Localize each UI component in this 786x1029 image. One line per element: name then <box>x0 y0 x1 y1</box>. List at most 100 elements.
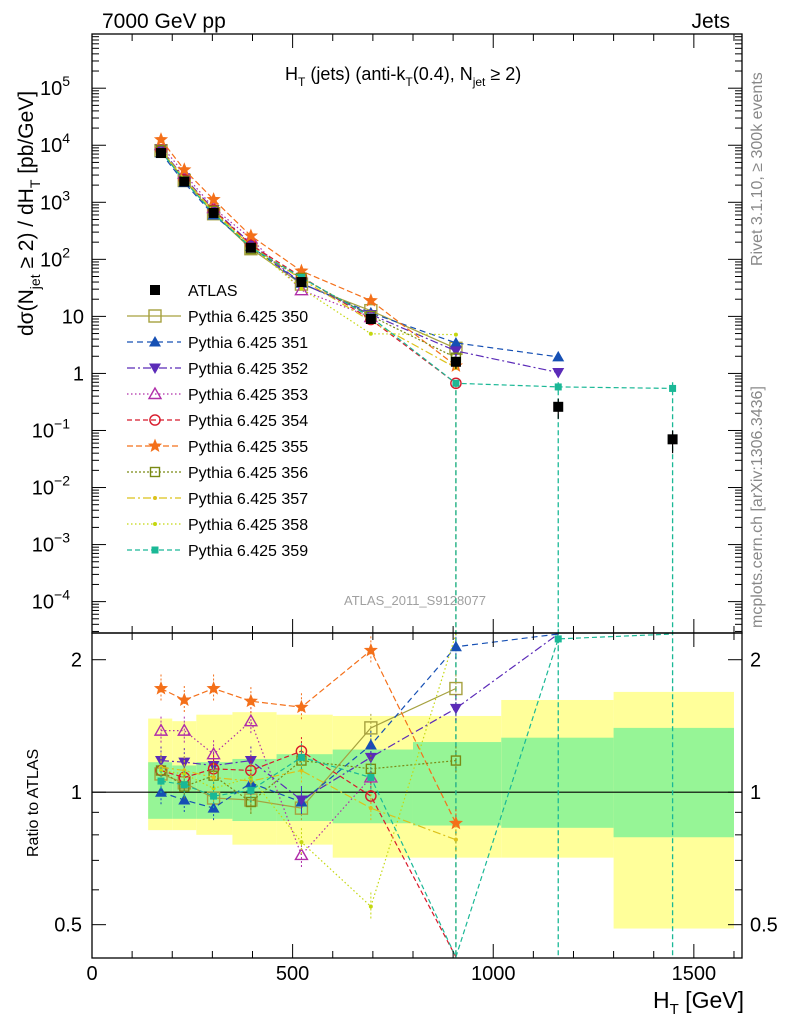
y-tick-exponent: 5 <box>62 73 70 89</box>
marker-square <box>157 777 165 785</box>
atlas-data-point <box>156 148 167 159</box>
mcplots-label: mcplots.cern.ch [arXiv:1306.3436] <box>749 386 766 628</box>
ratio-tick-label-right: 2 <box>750 650 761 672</box>
atlas-layer <box>156 148 678 454</box>
marker-star <box>294 699 309 714</box>
y-tick-base: 10 <box>40 78 62 100</box>
y-tick-label: 10−3 <box>32 530 70 557</box>
series-line-ratio-2 <box>160 633 559 801</box>
marker-triangle-open <box>147 386 163 400</box>
marker-dot <box>159 768 164 773</box>
marker-dot <box>299 840 304 845</box>
marker-dot <box>299 768 304 773</box>
y-axis-label: dσ(Njet ≥ 2) / dHT [pb/GeV] <box>15 91 43 336</box>
legend-entry: Pythia 6.425 353 <box>127 386 308 404</box>
y-tick-label: 102 <box>40 244 70 271</box>
marker-star <box>177 162 192 176</box>
marker-square-open <box>364 721 378 735</box>
atlas-data-point <box>553 401 564 412</box>
marker-triangle-open <box>153 723 169 736</box>
marker-square <box>297 753 305 761</box>
marker-triangle-down <box>449 703 462 715</box>
marker-triangle-up <box>178 793 191 805</box>
marker-star <box>206 681 221 695</box>
marker-star <box>153 132 169 146</box>
y-tick-base: 10 <box>32 420 54 442</box>
legend-label: Pythia 6.425 357 <box>188 491 308 508</box>
series-line-ratio-1 <box>160 633 559 809</box>
marker-dot <box>153 496 157 500</box>
atlas-data-point <box>245 242 256 253</box>
series-line-main-1 <box>160 152 559 358</box>
y-tick-label: 10 <box>62 306 84 328</box>
atlas-data-point <box>208 207 219 218</box>
marker-triangle-down <box>178 757 191 769</box>
legend-label: Pythia 6.425 359 <box>188 543 308 560</box>
legend-label: Pythia 6.425 358 <box>188 517 308 534</box>
legend-label: Pythia 6.425 354 <box>188 413 308 430</box>
marker-circle-open <box>365 790 377 802</box>
marker-triangle-down <box>149 363 161 374</box>
marker-square <box>180 781 188 789</box>
header-right: Jets <box>691 10 730 33</box>
marker-dot <box>453 332 458 337</box>
ratio-bands <box>92 691 742 929</box>
atlas-data-point <box>667 434 678 445</box>
marker-star <box>177 692 192 706</box>
stat-uncertainty-band <box>332 749 413 824</box>
marker-triangle-open <box>294 282 309 296</box>
y-tick-exponent: 2 <box>62 244 70 260</box>
atlas-data-point <box>450 356 461 367</box>
legend-entry: Pythia 6.425 359 <box>127 543 308 560</box>
marker-dot <box>299 286 304 291</box>
header-left: 7000 GeV pp <box>102 10 226 33</box>
marker-star <box>243 228 258 242</box>
legend-entry: Pythia 6.425 358 <box>127 517 308 534</box>
analysis-watermark: ATLAS_2011_S9128077 <box>344 593 486 608</box>
marker-triangle-up <box>149 336 161 347</box>
legend-entry: Pythia 6.425 350 <box>127 309 308 326</box>
y-tick-base: 10 <box>40 192 62 214</box>
y-tick-exponent: −4 <box>54 587 70 603</box>
marker-triangle-open <box>243 713 259 727</box>
y-tick-base: 10 <box>32 535 54 557</box>
main-title: HT (jets) (anti-kT(0.4), Njet ≥ 2) <box>285 64 521 89</box>
legend: ATLAS Pythia 6.425 350 Pythia 6.425 351 Pyt… <box>127 283 308 560</box>
marker-dot <box>368 904 373 909</box>
y-tick-exponent: 3 <box>62 187 70 203</box>
y-tick-label: 105 <box>40 73 70 100</box>
stat-uncertainty-band <box>613 727 734 838</box>
x-tick-label: 1000 <box>471 963 516 985</box>
ratio-tick-label-left: 0.5 <box>54 915 82 937</box>
y-tick-label: 10−2 <box>32 473 70 500</box>
ratio-tick-label-left: 2 <box>71 650 82 672</box>
atlas-data-point <box>365 313 376 324</box>
marker-dot <box>182 771 187 776</box>
atlas-data-point <box>179 176 190 187</box>
series-line-main-9 <box>160 151 673 389</box>
x-tick-label: 0 <box>86 963 97 985</box>
atlas-data-point <box>296 277 307 288</box>
marker-triangle-open <box>206 746 221 760</box>
marker-triangle-down <box>449 346 462 357</box>
y-tick-exponent: 4 <box>62 130 70 146</box>
legend-atlas-marker <box>150 285 160 295</box>
stat-uncertainty-band <box>412 742 502 826</box>
marker-square <box>210 792 218 800</box>
marker-triangle-up <box>449 640 462 652</box>
rivet-label: Rivet 3.1.10, ≥ 300k events <box>749 72 766 266</box>
marker-dot <box>211 775 216 780</box>
y-tick-label: 10−4 <box>32 587 70 614</box>
legend-label: Pythia 6.425 356 <box>188 465 308 482</box>
y-tick-label: 103 <box>40 187 70 214</box>
y-tick-base: 10 <box>40 135 62 157</box>
x-tick-label: 500 <box>276 963 309 985</box>
marker-square <box>247 786 255 794</box>
y-tick-exponent: −1 <box>54 415 70 431</box>
marker-star <box>243 693 258 708</box>
legend-entry: Pythia 6.425 357 <box>127 491 308 508</box>
y-tick-base: 1 <box>73 363 84 385</box>
legend-entry: Pythia 6.425 351 <box>127 335 308 352</box>
ratio-tick-label-right: 1 <box>750 782 761 804</box>
